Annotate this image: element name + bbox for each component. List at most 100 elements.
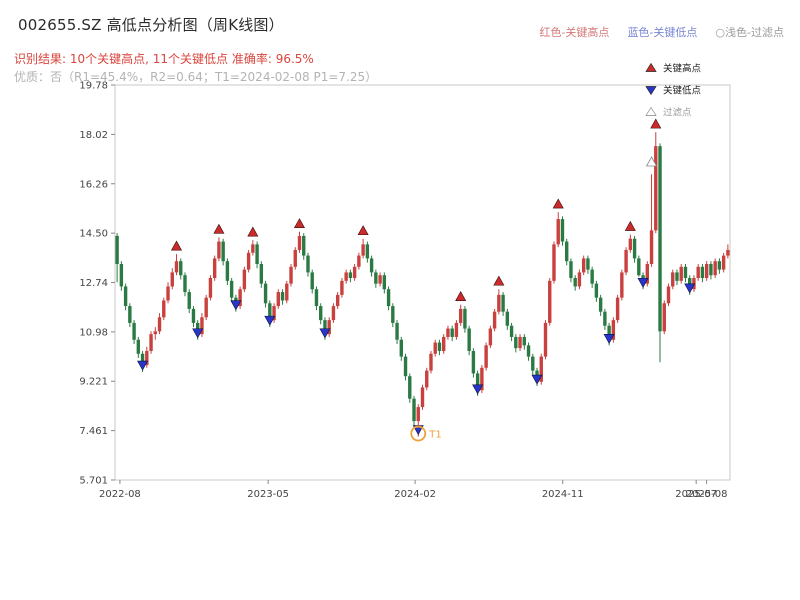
key-high-marker bbox=[455, 291, 467, 301]
candle-body bbox=[306, 255, 310, 273]
candle-body bbox=[429, 353, 433, 371]
candle-body bbox=[721, 255, 726, 270]
candle-body bbox=[162, 300, 166, 318]
candle-body bbox=[391, 306, 395, 323]
quality-summary-text: 优质：否（R1=45.4%，R2=0.64；T1=2024-02-08 P1=7… bbox=[14, 70, 378, 84]
candle-body bbox=[569, 261, 573, 279]
candle-body bbox=[603, 311, 607, 326]
candle-body bbox=[560, 219, 565, 242]
candle-body bbox=[717, 261, 722, 270]
candle-body bbox=[374, 272, 378, 284]
candle-body bbox=[361, 244, 365, 256]
candle-body bbox=[242, 269, 247, 290]
candle-body bbox=[200, 317, 204, 335]
key-low-marker bbox=[192, 328, 204, 339]
candle-body bbox=[268, 303, 272, 321]
y-tick-label: 5.701 bbox=[79, 476, 108, 487]
candle-body bbox=[382, 275, 387, 290]
candle-body bbox=[683, 266, 688, 279]
candle-body bbox=[157, 317, 162, 332]
x-tick-label: 2025-08 bbox=[686, 489, 728, 500]
candle-body bbox=[183, 275, 187, 293]
candle-body bbox=[187, 292, 191, 309]
candle-body bbox=[416, 407, 420, 422]
candle-body bbox=[658, 146, 662, 332]
y-tick-label: 12.74 bbox=[79, 278, 108, 289]
candle-body bbox=[501, 294, 505, 312]
candle-body bbox=[628, 238, 633, 250]
candle-body bbox=[497, 294, 501, 312]
top-legend-key-high: 红色-关键高点 bbox=[539, 26, 610, 39]
candle-body bbox=[128, 306, 132, 323]
candle-body bbox=[662, 303, 666, 332]
candle-body bbox=[611, 320, 616, 340]
y-tick-label: 10.98 bbox=[79, 327, 108, 338]
candle-body bbox=[285, 283, 289, 301]
key-low-marker bbox=[264, 315, 276, 326]
key-high-marker bbox=[247, 226, 259, 237]
candle-body bbox=[649, 230, 654, 264]
candle-body bbox=[238, 289, 242, 307]
key-low-marker bbox=[472, 384, 484, 395]
candle-body bbox=[637, 258, 641, 276]
candle-body bbox=[115, 235, 119, 264]
candle-body bbox=[615, 297, 620, 321]
key-low-marker bbox=[137, 360, 149, 371]
candle-body bbox=[352, 266, 357, 279]
candle-body bbox=[140, 353, 145, 365]
candle-body bbox=[170, 272, 174, 287]
candle-body bbox=[229, 280, 234, 298]
candle-body bbox=[259, 263, 264, 284]
candle-body bbox=[484, 345, 488, 368]
candle-body bbox=[357, 255, 361, 267]
key-high-marker bbox=[213, 223, 225, 234]
chart-legend-label: 过滤点 bbox=[663, 107, 692, 119]
candle-body bbox=[463, 308, 467, 329]
top-legend: 红色-关键高点 蓝色-关键低点 ○浅色-过滤点 bbox=[539, 24, 784, 40]
candle-body bbox=[543, 322, 548, 357]
candle-body bbox=[179, 261, 183, 276]
candle-body bbox=[395, 322, 399, 340]
candle-body bbox=[573, 278, 577, 287]
candle-body bbox=[293, 249, 297, 267]
chart-legend-triangle-down-icon bbox=[645, 86, 657, 96]
candle-body bbox=[344, 272, 348, 281]
candle-body bbox=[480, 367, 484, 391]
candle-body bbox=[488, 328, 493, 346]
key-high-marker bbox=[650, 118, 662, 129]
candle-body bbox=[514, 336, 518, 349]
candle-body bbox=[145, 350, 149, 365]
candle-body bbox=[548, 280, 552, 323]
x-tick-label: 2023-05 bbox=[247, 489, 289, 500]
candle-body bbox=[671, 272, 675, 287]
key-low-marker bbox=[230, 300, 242, 311]
candle-body bbox=[594, 283, 599, 298]
candle-body bbox=[340, 280, 344, 295]
candle-body bbox=[276, 292, 280, 307]
key-low-marker bbox=[531, 374, 543, 385]
candle-body bbox=[403, 356, 408, 377]
candle-body bbox=[314, 289, 319, 307]
candle-body bbox=[679, 266, 683, 281]
candle-body bbox=[212, 258, 217, 279]
candle-body bbox=[149, 334, 153, 351]
candle-body bbox=[598, 297, 603, 312]
candle-body bbox=[509, 325, 514, 337]
candle-body bbox=[607, 325, 611, 340]
candle-body bbox=[726, 249, 730, 256]
candle-body bbox=[412, 398, 416, 422]
candle-body bbox=[713, 261, 717, 276]
candle-body bbox=[704, 263, 709, 279]
key-high-marker bbox=[170, 240, 183, 251]
top-legend-filtered: ○浅色-过滤点 bbox=[715, 26, 784, 39]
key-high-marker bbox=[293, 218, 306, 229]
candle-body bbox=[526, 345, 531, 357]
candle-body bbox=[492, 311, 497, 329]
candle-body bbox=[208, 278, 213, 298]
y-tick-label: 14.50 bbox=[79, 229, 108, 240]
candle-body bbox=[586, 258, 590, 270]
candle-body bbox=[166, 286, 170, 301]
candle-body bbox=[522, 336, 526, 346]
candle-body bbox=[174, 261, 179, 273]
